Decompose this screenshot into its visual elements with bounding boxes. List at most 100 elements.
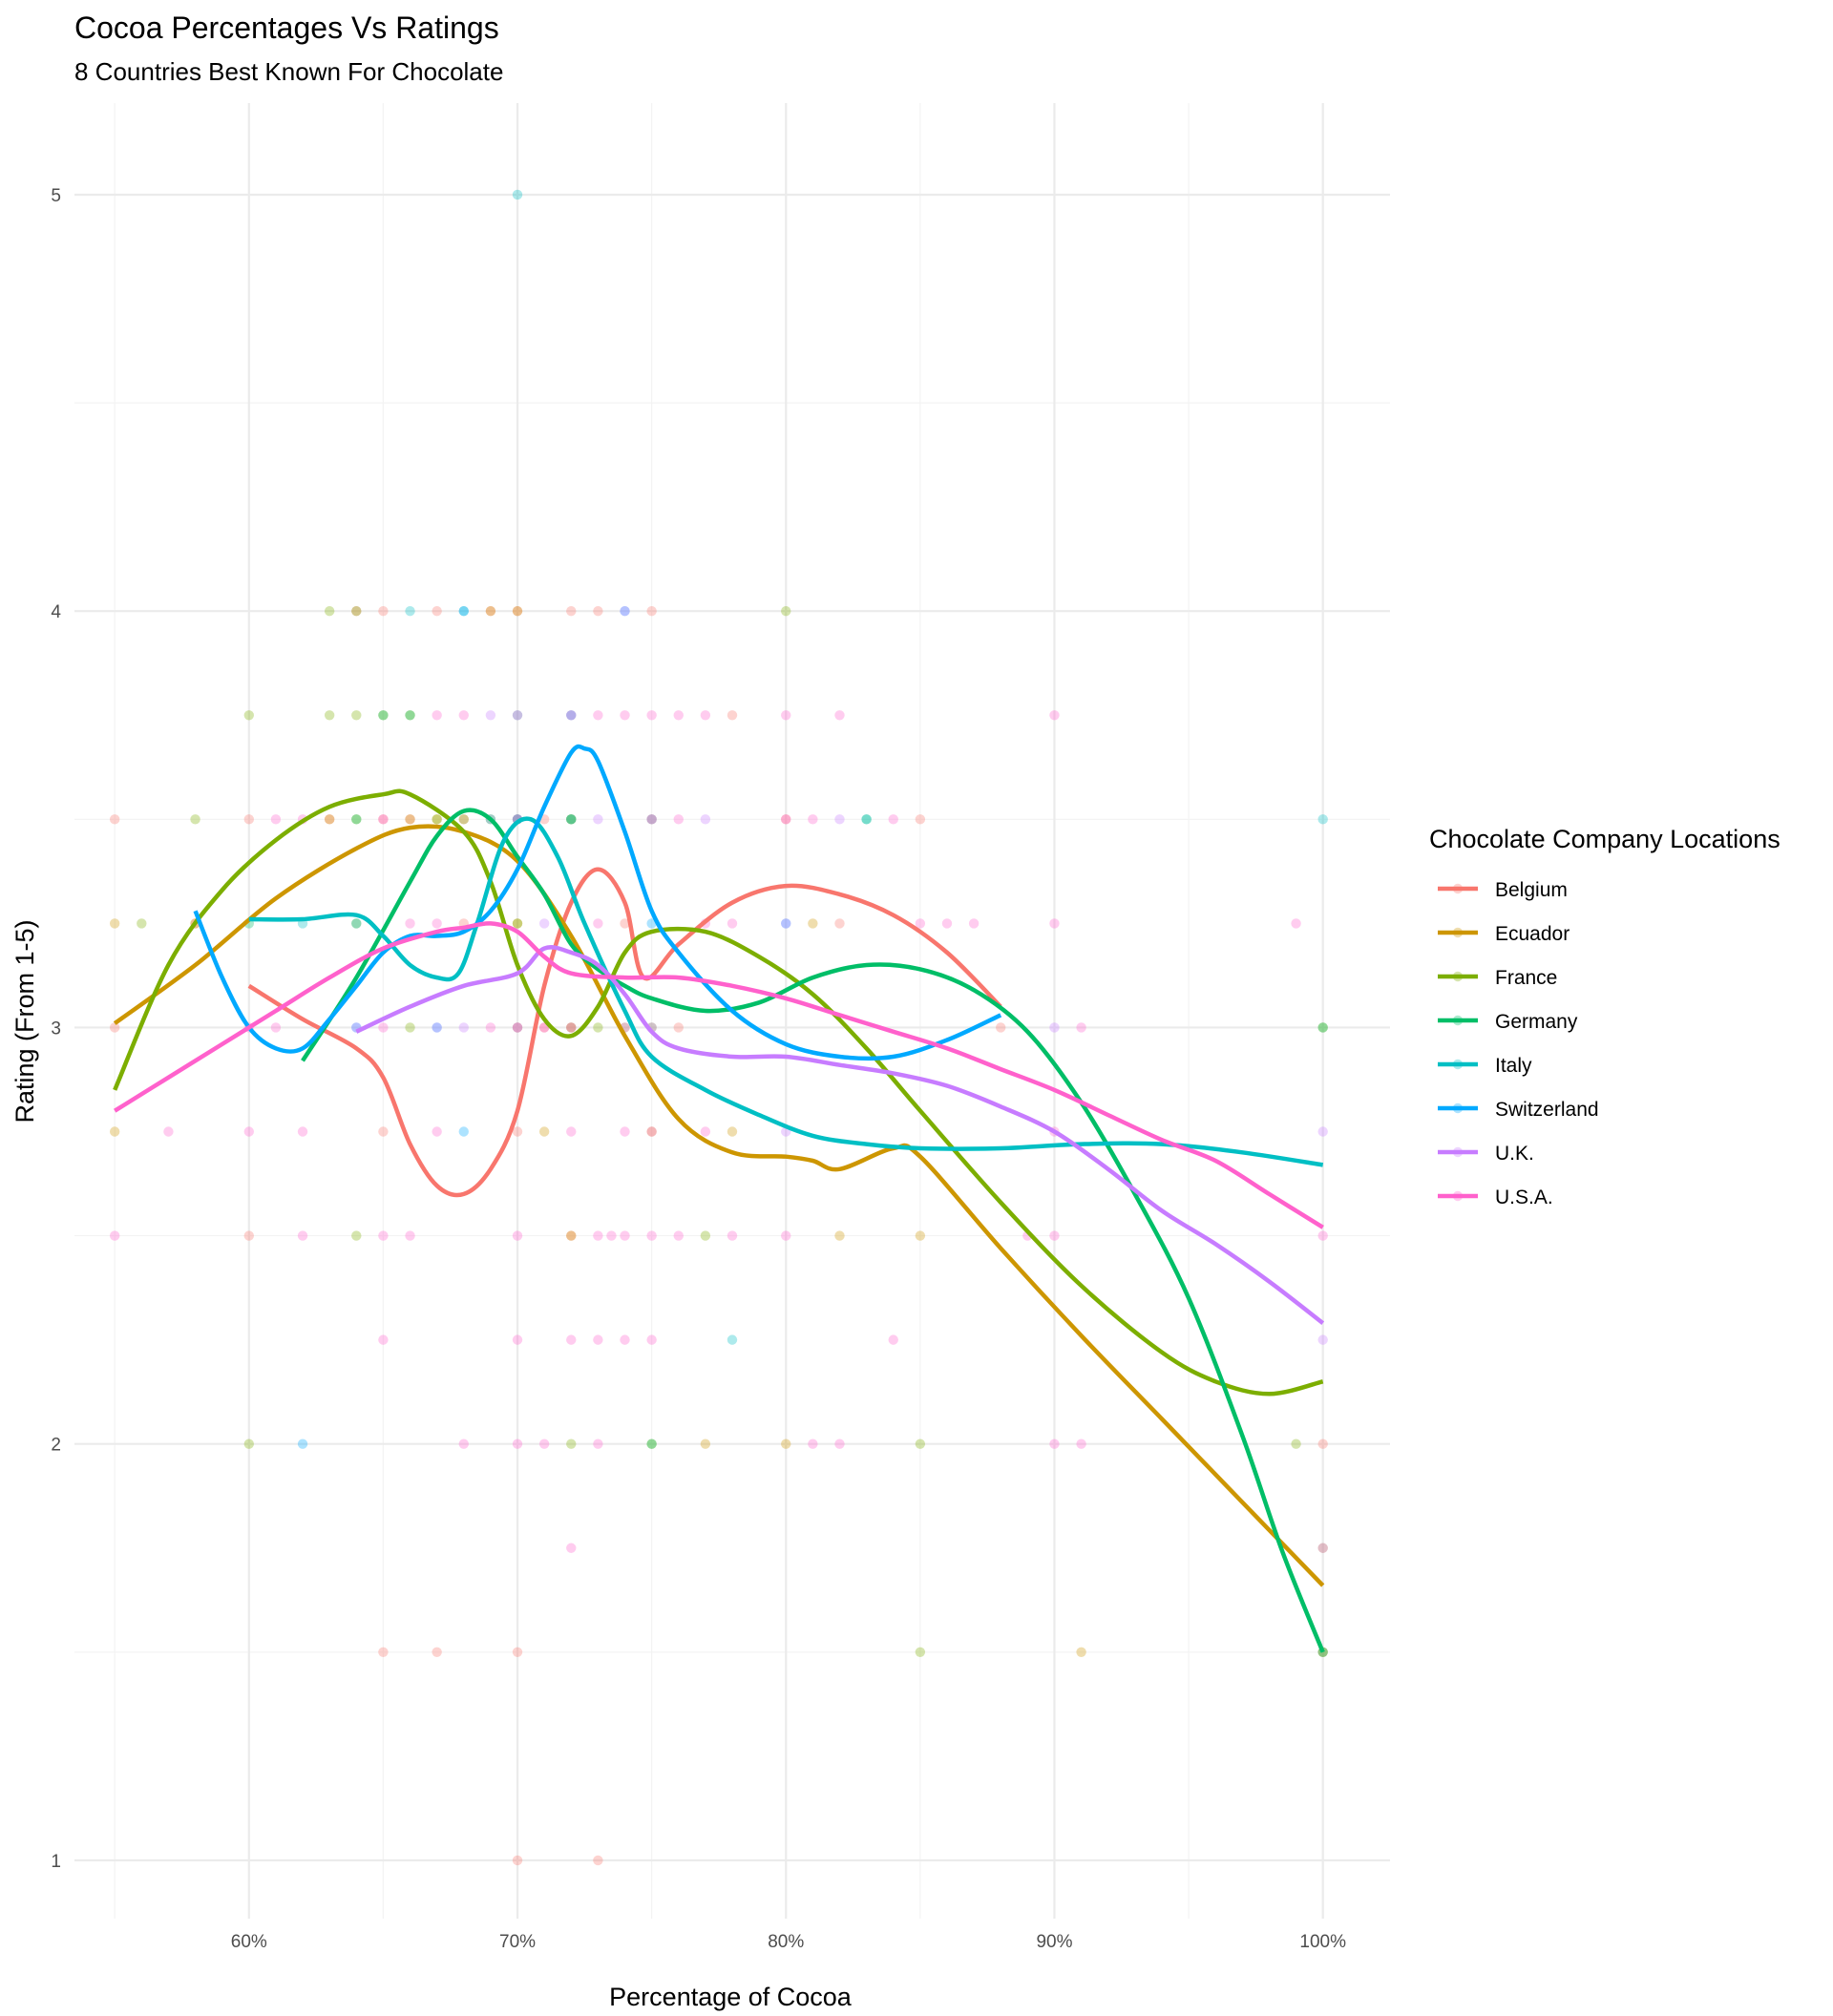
data-point	[137, 918, 147, 929]
data-point	[620, 710, 630, 721]
points-france	[137, 606, 1328, 1658]
y-axis-title: Rating (From 1-5)	[11, 919, 39, 1123]
data-point	[270, 1022, 282, 1033]
smooth-line-uk	[355, 945, 1325, 1325]
data-point	[1317, 1438, 1328, 1449]
legend-key-point	[1452, 927, 1464, 938]
data-point	[781, 710, 791, 721]
x-tick-label: 90%	[1036, 1932, 1072, 1952]
data-point	[1317, 1334, 1328, 1345]
data-point	[620, 918, 630, 929]
data-point	[109, 1126, 120, 1137]
data-point	[673, 814, 684, 825]
data-point	[593, 1022, 603, 1033]
data-point	[566, 1022, 577, 1033]
legend-items: Belgium Ecuador France Germany Italy Switzerl…	[1438, 879, 1599, 1208]
data-point	[1317, 1022, 1328, 1033]
legend-label: Switzerland	[1495, 1099, 1599, 1121]
smooth-line-switzerland	[193, 744, 1002, 1061]
legend-item: France	[1438, 967, 1557, 989]
data-point	[996, 1022, 1006, 1033]
data-point	[432, 710, 442, 721]
y-tick-label: 2	[51, 1436, 61, 1456]
data-point	[378, 1230, 389, 1241]
legend-key-point	[1452, 971, 1464, 982]
data-point	[1317, 1022, 1328, 1033]
y-tick-label: 3	[51, 1018, 61, 1039]
data-point	[458, 1022, 469, 1033]
data-point	[566, 710, 577, 721]
data-point	[405, 710, 415, 721]
data-point	[566, 606, 577, 617]
legend-item: Switzerland	[1438, 1099, 1599, 1121]
data-point	[646, 1230, 657, 1241]
data-point	[512, 918, 523, 929]
data-point	[512, 1126, 523, 1137]
data-point	[700, 1230, 711, 1241]
data-point	[781, 918, 791, 929]
smooth-lines	[113, 744, 1325, 1653]
data-point	[432, 1022, 442, 1033]
data-point	[378, 1022, 389, 1033]
data-point	[646, 814, 657, 825]
data-point	[781, 918, 791, 929]
legend: Chocolate Company Locations Belgium Ecuad…	[1429, 825, 1780, 1208]
data-point	[485, 1022, 496, 1033]
data-point	[458, 710, 469, 721]
data-point	[700, 1438, 711, 1449]
data-point	[485, 606, 496, 617]
legend-label: U.K.	[1495, 1143, 1534, 1165]
data-point	[861, 814, 872, 825]
data-point	[593, 1855, 603, 1866]
points-italy	[297, 189, 1328, 1345]
data-point	[512, 1022, 523, 1033]
data-point	[1317, 1126, 1328, 1137]
data-point	[834, 710, 845, 721]
smooth-line-germany	[301, 808, 1325, 1653]
smooth-line-usa	[114, 921, 1324, 1229]
smooth-line-ecuador	[113, 824, 1325, 1587]
data-point	[781, 606, 791, 617]
data-point	[243, 814, 254, 825]
data-point	[1049, 918, 1060, 929]
data-point	[888, 814, 898, 825]
data-point	[1317, 1230, 1328, 1241]
data-point	[512, 1438, 523, 1449]
data-point	[432, 606, 442, 617]
data-point	[109, 918, 120, 929]
data-point	[646, 710, 657, 721]
data-point	[808, 918, 818, 929]
x-tick-label: 60%	[231, 1932, 267, 1952]
data-point	[538, 918, 550, 929]
data-point	[378, 710, 389, 721]
data-point	[781, 814, 791, 825]
x-tick-label: 100%	[1299, 1932, 1346, 1952]
data-point	[432, 918, 442, 929]
x-axis-title: Percentage of Cocoa	[609, 1983, 853, 2011]
legend-label: Italy	[1495, 1055, 1532, 1077]
data-point	[834, 1438, 845, 1449]
data-point	[593, 918, 603, 929]
y-tick-label: 4	[51, 602, 61, 622]
data-point	[405, 1022, 415, 1033]
legend-key-point	[1452, 883, 1464, 894]
data-point	[270, 814, 282, 825]
data-point	[727, 1230, 738, 1241]
smooth-line-italy	[248, 816, 1324, 1167]
data-point	[673, 1230, 684, 1241]
data-point	[432, 814, 442, 825]
data-point	[1291, 918, 1301, 929]
data-point	[405, 814, 415, 825]
data-point	[1317, 1543, 1328, 1553]
data-point	[646, 1126, 657, 1137]
x-tick-label: 70%	[499, 1932, 536, 1952]
data-point	[458, 1126, 469, 1137]
legend-key-point	[1452, 1190, 1464, 1202]
legend-item: Germany	[1438, 1011, 1578, 1033]
data-point	[566, 814, 577, 825]
data-point	[324, 814, 335, 825]
data-point	[566, 814, 577, 825]
legend-title: Chocolate Company Locations	[1429, 825, 1780, 853]
x-tick-label: 80%	[768, 1932, 804, 1952]
